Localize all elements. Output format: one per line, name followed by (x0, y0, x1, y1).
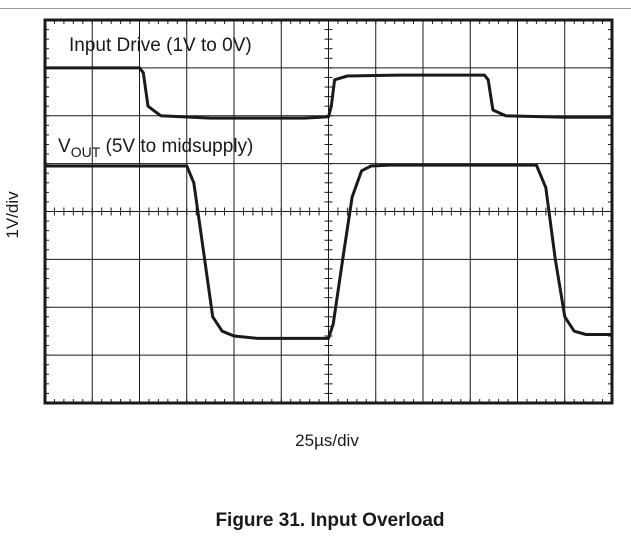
scope-traces (45, 66, 612, 340)
trace-vout (45, 163, 612, 340)
series-label-vout-main: V (58, 136, 71, 157)
series-label-vout-sub: OUT (71, 144, 101, 160)
series-label-vout-rest: (5V to midsupply) (100, 136, 253, 157)
scope-grid (44, 19, 613, 404)
x-axis-label: 25µs/div (295, 431, 359, 450)
trace-input-drive (45, 66, 612, 120)
series-label-input-drive: Input Drive (1V to 0V) (69, 35, 252, 56)
figure-caption: Figure 31. Input Overload (215, 510, 445, 531)
series-label-vout: VOUT (5V to midsupply) (58, 136, 253, 160)
scope-frame (43, 18, 614, 405)
y-axis-label: 1V/div (3, 191, 22, 239)
top-rule (0, 8, 631, 9)
